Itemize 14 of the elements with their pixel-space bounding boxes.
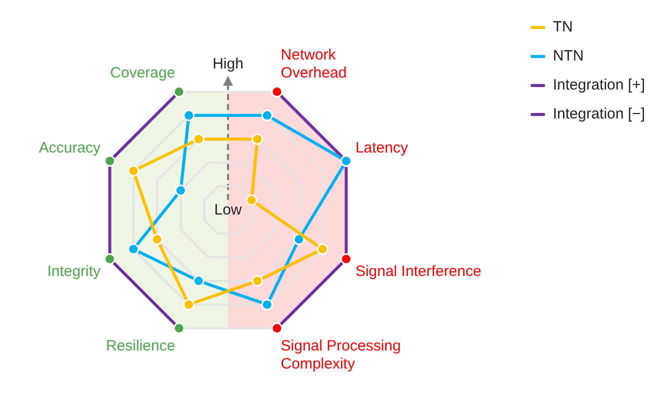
spoke-label: Coverage <box>110 64 176 82</box>
text: Low <box>214 202 242 218</box>
legend-label: Integration [−] <box>552 106 646 123</box>
spoke-label: Integrity <box>47 262 102 280</box>
text: High <box>212 55 244 72</box>
spoke-label: Signal Interference <box>355 262 482 280</box>
spoke-label: Resilience <box>106 338 176 355</box>
legend-label: Integration [+] <box>552 76 646 94</box>
legend-label: TN <box>552 18 573 36</box>
legend-label: NTN <box>552 48 584 65</box>
spoke-label: Signal Processing Complexity <box>280 338 401 373</box>
spoke-label: Network Overhead <box>280 46 347 82</box>
spoke-label: Accuracy <box>38 139 102 156</box>
spoke-label: Latency <box>355 139 408 156</box>
